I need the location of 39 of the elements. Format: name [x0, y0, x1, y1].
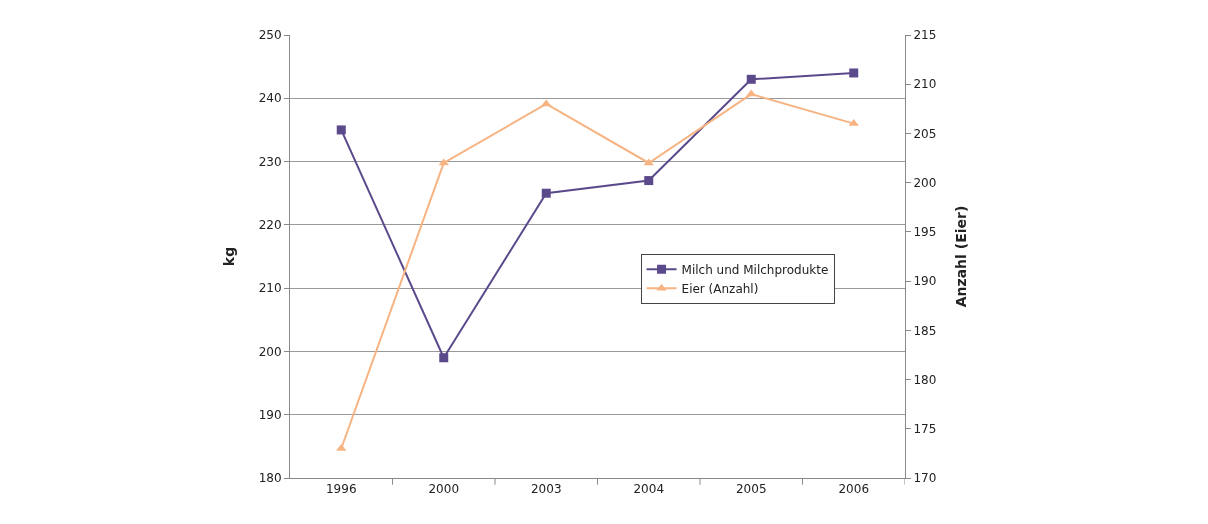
legend-label: Milch und Milchprodukte: [681, 262, 829, 277]
point: [541, 188, 551, 198]
point: [336, 443, 347, 451]
x-tick-label: 2003: [530, 482, 562, 497]
y2-tick-label: 175: [913, 421, 937, 436]
point: [438, 158, 449, 166]
point: [643, 158, 654, 166]
y2-tick-label: 215: [913, 28, 937, 43]
y2-tick-label: 195: [913, 225, 937, 240]
y-tick-label: 230: [258, 154, 282, 169]
y2-axis-title: Anzahl (Eier): [952, 205, 969, 308]
y-tick-label: 220: [258, 218, 282, 233]
point: [746, 89, 757, 97]
y-tick-label: 240: [258, 91, 282, 106]
x-tick-label: 1996: [325, 482, 357, 497]
point: [746, 74, 756, 84]
y-tick-label: 190: [258, 407, 282, 422]
y2-tick-label: 200: [913, 175, 937, 190]
x-tick-label: 2000: [428, 482, 460, 497]
y-tick-label: 180: [258, 471, 282, 486]
x-tick-label: 2004: [633, 482, 665, 497]
legend-label: Eier (Anzahl): [681, 281, 759, 296]
point: [439, 353, 449, 363]
y2-tick-label: 170: [913, 471, 937, 486]
y-tick-label: 250: [258, 28, 282, 43]
y2-tick-label: 190: [913, 274, 937, 289]
y2-tick-label: 180: [913, 372, 937, 387]
y-axis-title: kg: [221, 246, 238, 267]
y-tick-label: 210: [258, 281, 282, 296]
point: [644, 176, 654, 186]
y2-tick-label: 185: [913, 323, 937, 338]
y2-tick-label: 210: [913, 77, 937, 92]
x-tick-label: 2006: [838, 482, 870, 497]
point: [336, 125, 346, 135]
x-tick-label: 2005: [735, 482, 767, 497]
point: [541, 99, 552, 107]
y-tick-label: 200: [258, 344, 282, 359]
point: [849, 68, 859, 78]
y2-tick-label: 205: [913, 126, 937, 141]
